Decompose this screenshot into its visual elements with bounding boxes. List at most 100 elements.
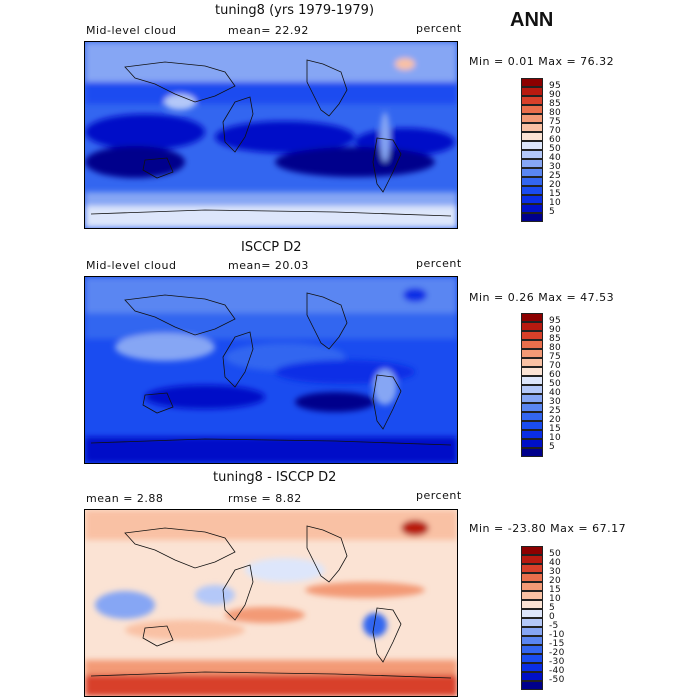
colorbar-cell <box>521 204 543 213</box>
panel-2-map-svg <box>85 277 457 463</box>
colorbar-cell <box>521 340 543 349</box>
colorbar-cell <box>521 331 543 340</box>
colorbar-cell <box>521 186 543 195</box>
colorbar-tick-label: 60 <box>549 135 562 145</box>
colorbar-tick-label: 80 <box>549 343 562 353</box>
colorbar-tick-label: 30 <box>549 162 562 172</box>
colorbar-cell <box>521 150 543 159</box>
colorbar-cell <box>521 672 543 681</box>
colorbar-cell <box>521 430 543 439</box>
colorbar-cell <box>521 141 543 150</box>
colorbar-tick-label: 85 <box>549 99 562 109</box>
panel-2-units-label: percent <box>416 257 462 270</box>
colorbar-tick-label: 70 <box>549 126 562 136</box>
colorbar-cell <box>521 403 543 412</box>
colorbar-tick-label: 10 <box>549 433 562 443</box>
colorbar-cell <box>521 349 543 358</box>
colorbar-tick-label: 5 <box>549 603 556 613</box>
colorbar-cell <box>521 105 543 114</box>
colorbar-tick-label: 40 <box>549 388 562 398</box>
colorbar-tick-label: 75 <box>549 352 562 362</box>
colorbar-cell <box>521 663 543 672</box>
colorbar-tick-label: 80 <box>549 108 562 118</box>
colorbar-tick-label: 85 <box>549 334 562 344</box>
colorbar-cell <box>521 600 543 609</box>
colorbar-cell <box>521 573 543 582</box>
colorbar-tick-label: 70 <box>549 361 562 371</box>
panel-1-map <box>84 41 458 229</box>
colorbar-tick-label: 40 <box>549 153 562 163</box>
panel-1-minmax-label: Min = 0.01 Max = 76.32 <box>469 55 615 68</box>
panel-2-minmax-label: Min = 0.26 Max = 47.53 <box>469 291 615 304</box>
panel-1-title: tuning8 (yrs 1979-1979) <box>215 3 375 18</box>
colorbar-cell <box>521 582 543 591</box>
colorbar-cell <box>521 448 543 457</box>
colorbar-tick-label: 5 <box>549 442 556 452</box>
panel-3-minmax-label: Min = -23.80 Max = 67.17 <box>469 522 627 535</box>
colorbar-cell <box>521 609 543 618</box>
panel-1-mean-label: mean= 22.92 <box>228 24 309 37</box>
colorbar-tick-label: 30 <box>549 397 562 407</box>
colorbar-tick-label: 60 <box>549 370 562 380</box>
colorbar-cell <box>521 394 543 403</box>
colorbar-cell <box>521 177 543 186</box>
colorbar-tick-label: 95 <box>549 316 562 326</box>
colorbar-cell <box>521 159 543 168</box>
panel-3-mean-label: mean = 2.88 <box>86 492 164 505</box>
colorbar-tick-label: 25 <box>549 171 562 181</box>
colorbar-tick-label: 90 <box>549 325 562 335</box>
panel-3-title: tuning8 - ISCCP D2 <box>213 470 337 485</box>
colorbar-tick-label: 20 <box>549 415 562 425</box>
panel-2-map <box>84 276 458 464</box>
colorbar-cell <box>521 546 543 555</box>
colorbar-tick-label: 10 <box>549 198 562 208</box>
colorbar-cell <box>521 87 543 96</box>
colorbar-cell <box>521 358 543 367</box>
colorbar-tick-label: -5 <box>549 621 559 631</box>
colorbar-cell <box>521 168 543 177</box>
colorbar-tick-label: 15 <box>549 189 562 199</box>
colorbar-tick-label: 0 <box>549 612 556 622</box>
colorbar-cell <box>521 367 543 376</box>
colorbar-cell <box>521 195 543 204</box>
panel-3-colorbar: -50 -40 -30 -20 -15 -10 -5 0 5 10 15 20 30 40 50 <box>521 546 564 690</box>
colorbar-tick-label: -50 <box>549 675 565 685</box>
colorbar-cell <box>521 681 543 690</box>
panel-3-rmse-label: rmse = 8.82 <box>228 492 302 505</box>
colorbar-tick-label: 95 <box>549 81 562 91</box>
colorbar-tick-label: 20 <box>549 180 562 190</box>
colorbar-cell <box>521 213 543 222</box>
colorbar-cell <box>521 627 543 636</box>
panel-3-map <box>84 509 458 697</box>
colorbar-tick-label: 15 <box>549 424 562 434</box>
colorbar-cell <box>521 439 543 448</box>
panel-2-colorbar: 5 10 15 20 25 30 40 50 60 70 75 80 85 90 95 <box>521 313 561 457</box>
colorbar-tick-label: -20 <box>549 648 565 658</box>
colorbar-tick-label: 25 <box>549 406 562 416</box>
colorbar-cell <box>521 123 543 132</box>
colorbar-tick-label: -40 <box>549 666 565 676</box>
colorbar-cell <box>521 645 543 654</box>
colorbar-cell <box>521 376 543 385</box>
colorbar-cell <box>521 322 543 331</box>
panel-1-units-label: percent <box>416 22 462 35</box>
colorbar-tick-label: 20 <box>549 576 562 586</box>
colorbar-tick-label: 90 <box>549 90 562 100</box>
panel-2-title: ISCCP D2 <box>241 240 302 255</box>
colorbar-tick-label: -30 <box>549 657 565 667</box>
panel-3-units-label: percent <box>416 489 462 502</box>
colorbar-cell <box>521 78 543 87</box>
colorbar-cell <box>521 636 543 645</box>
colorbar-cell <box>521 132 543 141</box>
colorbar-tick-label: -15 <box>549 639 565 649</box>
colorbar-tick-label: 50 <box>549 379 562 389</box>
colorbar-cell <box>521 114 543 123</box>
colorbar-cell <box>521 654 543 663</box>
colorbar-tick-label: 75 <box>549 117 562 127</box>
colorbar-cell <box>521 412 543 421</box>
colorbar-cell <box>521 555 543 564</box>
panel-1-colorbar: 5 10 15 20 25 30 40 50 60 70 75 80 85 90 95 <box>521 78 561 222</box>
colorbar-tick-label: -10 <box>549 630 565 640</box>
colorbar-cell <box>521 385 543 394</box>
season-label: ANN <box>510 9 554 31</box>
